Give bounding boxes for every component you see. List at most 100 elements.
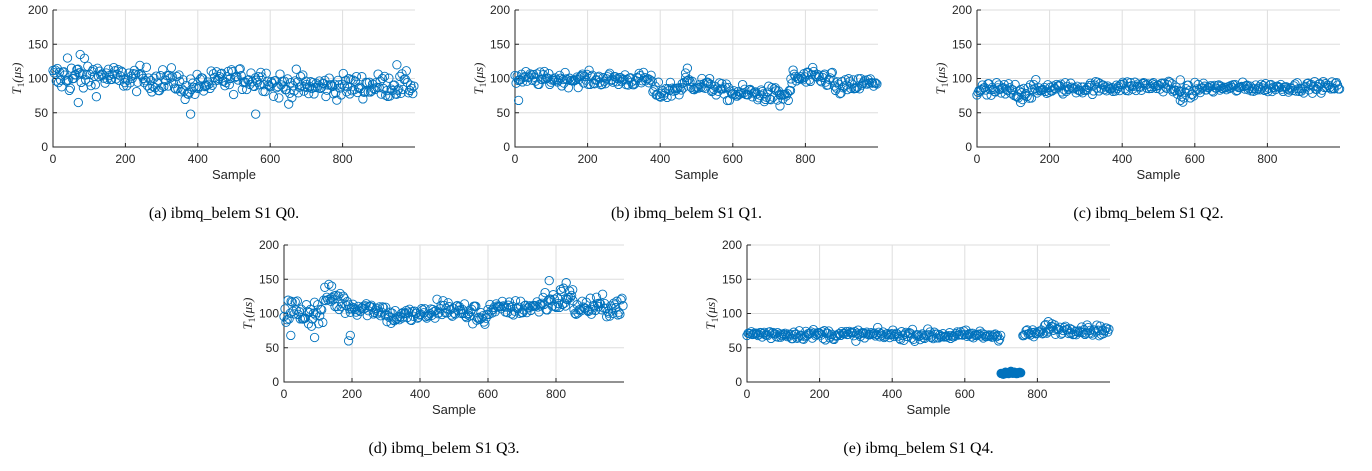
y-tick-label: 200	[259, 238, 279, 252]
data-point	[531, 76, 541, 86]
data-point	[658, 86, 668, 96]
data-point	[1104, 324, 1114, 334]
data-point	[1016, 368, 1026, 378]
data-point	[785, 85, 796, 96]
data-point	[538, 292, 548, 303]
data-point	[1146, 83, 1156, 94]
data-point	[835, 89, 845, 99]
data-point	[892, 329, 902, 339]
data-point	[324, 279, 334, 290]
data-point	[868, 329, 878, 339]
data-point	[317, 305, 327, 315]
data-point	[801, 326, 811, 337]
data-point	[859, 77, 869, 87]
data-point	[981, 85, 991, 95]
data-point	[392, 85, 403, 95]
y-tick-label: 50	[266, 341, 280, 355]
data-point	[275, 69, 285, 79]
y-tick-label: 100	[259, 307, 279, 321]
data-point	[384, 73, 394, 83]
data-point	[610, 72, 620, 82]
data-point	[348, 75, 358, 85]
data-point	[361, 77, 371, 87]
data-point	[1102, 323, 1112, 333]
data-point	[339, 81, 350, 91]
data-point	[851, 83, 861, 93]
x-tick-label: 0	[50, 152, 57, 166]
y-tick-label: 0	[735, 375, 742, 389]
y-tick-label: 150	[952, 37, 972, 51]
data-point	[185, 74, 196, 84]
data-point	[318, 317, 328, 328]
data-point	[314, 319, 324, 329]
data-point	[653, 77, 664, 87]
data-point	[323, 80, 333, 90]
x-tick-label: 600	[955, 387, 975, 401]
data-point	[268, 91, 279, 101]
data-point	[680, 68, 691, 78]
data-point	[391, 89, 402, 99]
data-point	[645, 75, 655, 85]
data-point	[1173, 85, 1184, 95]
data-point	[374, 302, 385, 312]
data-point	[298, 314, 309, 324]
data-point	[1038, 328, 1049, 338]
data-point	[580, 71, 590, 81]
data-point	[310, 310, 321, 320]
data-point	[303, 88, 314, 99]
data-point	[1071, 88, 1081, 98]
data-point	[534, 79, 544, 90]
data-point	[615, 309, 625, 319]
data-point	[1085, 78, 1095, 88]
data-point	[565, 292, 576, 302]
data-point	[438, 296, 448, 306]
subplot-e: 0 200 400 600 800 0 50 100 150 200 Sample T1(μs) (e)…	[703, 238, 1114, 457]
data-point	[240, 77, 251, 88]
data-point	[446, 310, 456, 320]
data-point	[279, 311, 289, 322]
y-tick-label: 0	[272, 375, 279, 389]
data-point	[794, 326, 804, 336]
data-point	[1178, 97, 1188, 107]
data-point	[791, 329, 801, 339]
data-point	[606, 301, 616, 311]
x-tick-label: 400	[1112, 152, 1132, 166]
data-point	[296, 304, 306, 314]
data-point	[202, 80, 212, 91]
data-point	[862, 327, 872, 337]
data-point	[91, 92, 102, 102]
data-point	[408, 311, 419, 321]
data-point	[286, 78, 296, 88]
data-point	[1175, 95, 1185, 106]
data-point	[617, 293, 627, 303]
data-point	[314, 76, 325, 86]
data-point	[165, 73, 175, 83]
data-point	[904, 328, 914, 338]
x-tick-label: 400	[650, 152, 670, 166]
data-point	[999, 79, 1009, 90]
data-point	[122, 81, 132, 91]
data-point	[280, 304, 290, 314]
data-point	[560, 301, 571, 311]
data-point	[60, 70, 70, 80]
data-point	[320, 75, 330, 86]
data-point	[151, 71, 161, 81]
data-point	[819, 326, 829, 336]
data-point	[371, 78, 381, 88]
data-point	[385, 307, 395, 317]
data-point	[351, 71, 362, 82]
data-point	[333, 291, 343, 301]
data-point	[608, 308, 618, 318]
data-point	[381, 90, 391, 100]
data-point	[553, 298, 564, 309]
data-point	[1191, 85, 1201, 96]
data-point	[315, 311, 325, 321]
y-tick-label: 100	[952, 72, 972, 86]
y-tick-label: 0	[965, 140, 972, 154]
data-point	[766, 95, 776, 105]
data-point	[817, 327, 827, 337]
data-point	[224, 79, 234, 90]
y-axis-label: T1(μs)	[471, 63, 488, 95]
data-point	[873, 322, 883, 333]
data-point	[806, 69, 817, 80]
